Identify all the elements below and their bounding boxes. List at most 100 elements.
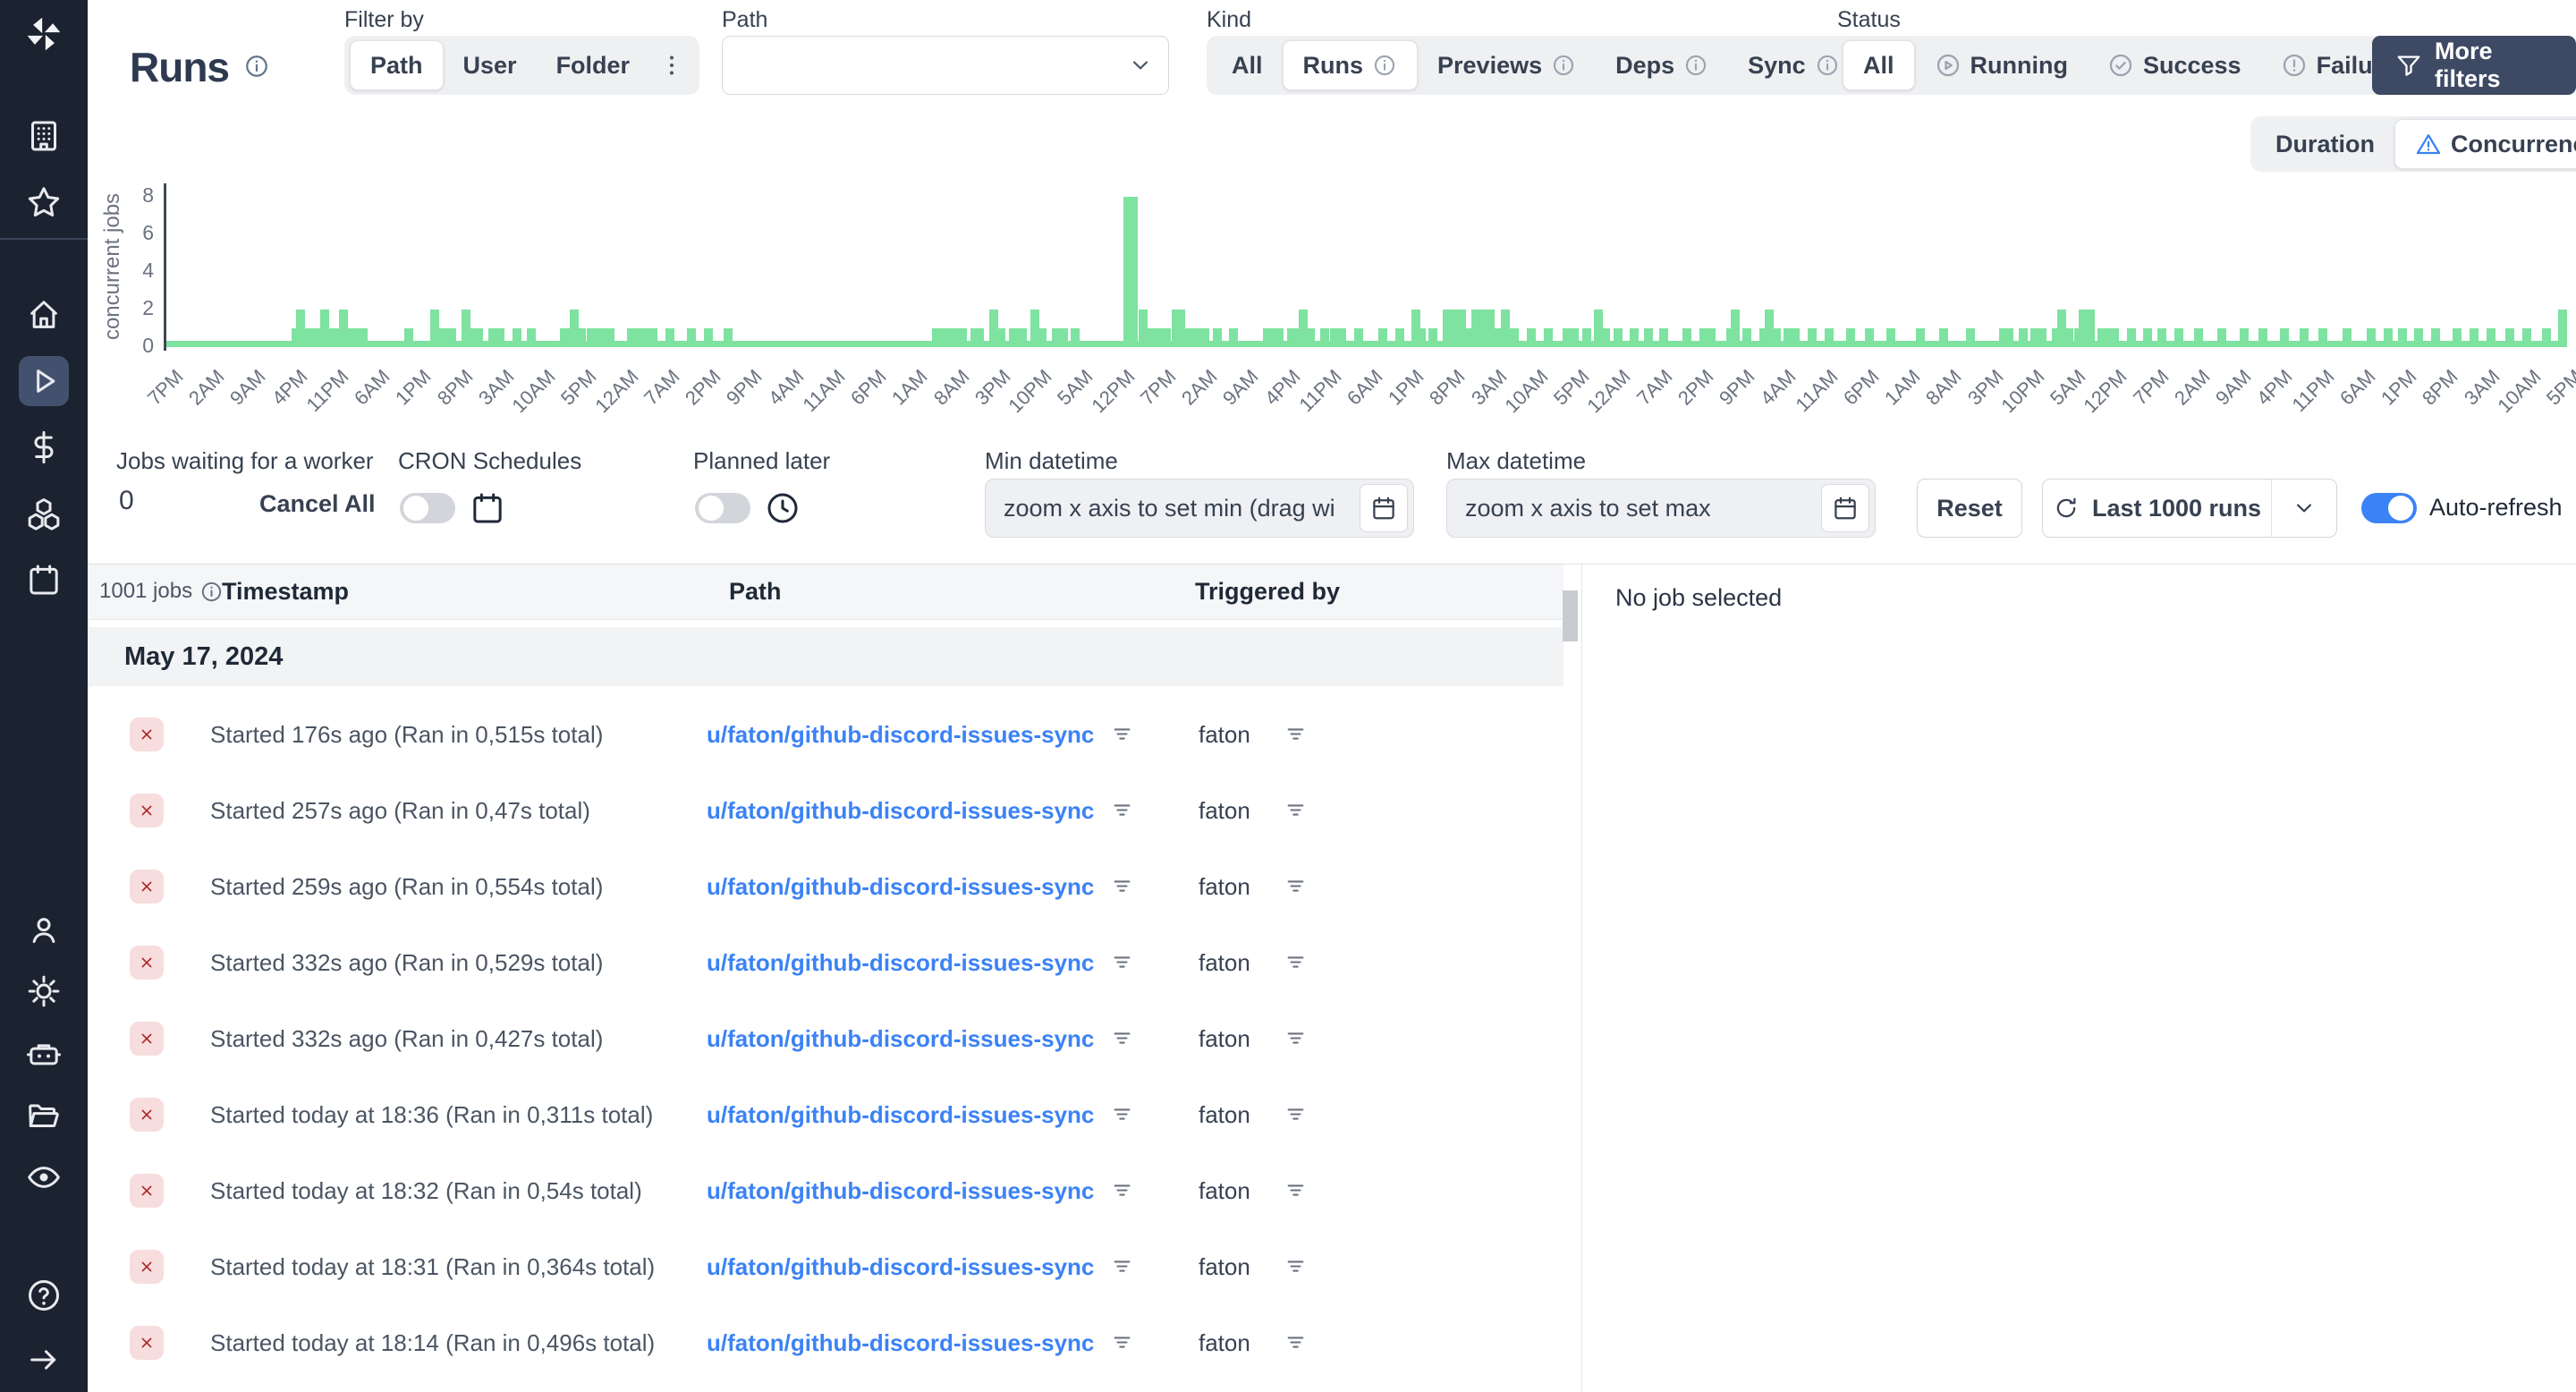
filter-by-user-icon[interactable] (1284, 1254, 1308, 1278)
robot-icon (26, 1036, 62, 1072)
sidebar-item-schedules[interactable] (19, 555, 69, 605)
view-toggle-option-duration[interactable]: Duration (2256, 120, 2394, 168)
column-header-path[interactable]: Path (729, 578, 782, 605)
info-icon[interactable] (1683, 53, 1708, 78)
filter-by-path-icon[interactable] (1110, 1254, 1134, 1278)
filter-by-path-icon[interactable] (1110, 722, 1134, 746)
run-path-link[interactable]: u/faton/github-discord-issues-sync (707, 797, 1095, 824)
cancel-all-button[interactable]: Cancel All (259, 490, 376, 517)
column-header-triggered-by[interactable]: Triggered by (1195, 578, 1341, 605)
filter-by-path-icon[interactable] (1110, 1178, 1134, 1202)
filter-by-option-user[interactable]: User (444, 41, 537, 89)
filter-by-path-icon[interactable] (1110, 950, 1134, 974)
chart-bar (1275, 328, 1284, 347)
chart-plot-area[interactable] (166, 186, 2568, 347)
filter-by-path-icon[interactable] (1110, 1330, 1134, 1354)
runs-count-select-main[interactable]: Last 1000 runs (2043, 480, 2271, 537)
windmill-logo-icon[interactable] (0, 14, 88, 54)
filter-by-user-icon[interactable] (1284, 950, 1308, 974)
filter-by-more-options-button[interactable] (649, 41, 694, 89)
info-icon[interactable] (1815, 53, 1840, 78)
run-path-link[interactable]: u/faton/github-discord-issues-sync (707, 873, 1095, 900)
sidebar-item-users[interactable] (19, 905, 69, 955)
planned-later-toggle[interactable] (695, 493, 750, 523)
kind-option-previews[interactable]: Previews (1418, 41, 1596, 89)
sidebar-item-workspace[interactable] (19, 111, 69, 161)
status-option-success[interactable]: Success (2088, 41, 2261, 89)
run-row[interactable]: Started 259s ago (Ran in 0,554s total) u… (88, 850, 1563, 926)
run-path-link[interactable]: u/faton/github-discord-issues-sync (707, 1329, 1095, 1356)
sidebar-item-workers[interactable] (19, 1029, 69, 1079)
chart-bar (2078, 310, 2088, 347)
kind-option-sync[interactable]: Sync (1728, 41, 1860, 89)
kind-option-runs[interactable]: Runs (1282, 40, 1419, 90)
sidebar-item-help[interactable] (19, 1270, 69, 1320)
runs-count-select: Last 1000 runs (2042, 479, 2337, 538)
run-row[interactable]: Started 257s ago (Ran in 0,47s total) u/… (88, 774, 1563, 850)
column-header-timestamp[interactable]: Timestamp (222, 578, 350, 605)
filter-by-option-folder[interactable]: Folder (537, 41, 650, 89)
max-datetime-input[interactable] (1463, 493, 1821, 523)
chart-bar (1845, 328, 1855, 347)
run-row[interactable]: Started today at 18:14 (Ran in 0,496s to… (88, 1306, 1563, 1382)
run-path-link[interactable]: u/faton/github-discord-issues-sync (707, 1101, 1095, 1128)
run-row[interactable]: Started today at 18:36 (Ran in 0,311s to… (88, 1078, 1563, 1154)
jobs-count-info-icon[interactable] (199, 580, 224, 604)
sidebar-item-audit-logs[interactable] (19, 1152, 69, 1202)
sidebar-item-folders[interactable] (19, 1090, 69, 1140)
runs-count-select-arrow[interactable] (2271, 480, 2336, 537)
filter-by-user-icon[interactable] (1284, 1026, 1308, 1050)
sidebar-item-favorites[interactable] (19, 177, 69, 227)
filter-by-path-icon[interactable] (1110, 1026, 1134, 1050)
run-path-link[interactable]: u/faton/github-discord-issues-sync (707, 1253, 1095, 1280)
filter-by-path-icon[interactable] (1110, 874, 1134, 898)
max-datetime-calendar-button[interactable] (1821, 484, 1869, 532)
chart-zero-baseline (166, 341, 2565, 347)
sidebar-item-resources[interactable] (19, 488, 69, 539)
run-path-link[interactable]: u/faton/github-discord-issues-sync (707, 1177, 1095, 1204)
run-triggered-by: faton (1199, 1253, 1250, 1280)
min-datetime-input[interactable] (1002, 493, 1360, 523)
min-datetime-calendar-button[interactable] (1360, 484, 1408, 532)
filter-by-user-icon[interactable] (1284, 798, 1308, 822)
filter-by-user-icon[interactable] (1284, 1330, 1308, 1354)
run-row[interactable]: Started today at 18:32 (Ran in 0,54s tot… (88, 1154, 1563, 1230)
sidebar-item-variables[interactable] (19, 422, 69, 472)
filter-by-option-path[interactable]: Path (350, 40, 444, 90)
sidebar-item-expand[interactable] (19, 1335, 69, 1385)
chart-bar (1865, 328, 1875, 347)
cron-schedules-toggle[interactable] (400, 493, 455, 523)
filter-by-user-icon[interactable] (1284, 1102, 1308, 1126)
run-row[interactable]: Started 332s ago (Ran in 0,529s total) u… (88, 926, 1563, 1002)
view-toggle-option-concurrency[interactable]: Concurrency (2394, 119, 2576, 169)
info-icon[interactable] (1372, 53, 1397, 78)
reset-button[interactable]: Reset (1917, 479, 2022, 538)
kind-option-deps[interactable]: Deps (1596, 41, 1728, 89)
home-icon (26, 297, 62, 333)
filter-by-user-icon[interactable] (1284, 1178, 1308, 1202)
more-filters-button[interactable]: More filters (2372, 36, 2576, 95)
run-path-link[interactable]: u/faton/github-discord-issues-sync (707, 949, 1095, 976)
kind-option-all[interactable]: All (1212, 41, 1283, 89)
filter-by-path-icon[interactable] (1110, 798, 1134, 822)
status-option-running[interactable]: Running (1915, 41, 2088, 89)
filter-by-user-icon[interactable] (1284, 722, 1308, 746)
table-scrollbar-thumb[interactable] (1563, 590, 1578, 641)
sidebar-item-home[interactable] (19, 290, 69, 340)
status-option-all[interactable]: All (1843, 40, 1915, 90)
filter-by-user-icon[interactable] (1284, 874, 1308, 898)
filter-by-path-icon[interactable] (1110, 1102, 1134, 1126)
run-path-link[interactable]: u/faton/github-discord-issues-sync (707, 1025, 1095, 1052)
auto-refresh-toggle[interactable] (2361, 493, 2417, 523)
runs-info-icon[interactable] (243, 53, 272, 81)
sidebar-item-settings[interactable] (19, 966, 69, 1016)
info-icon[interactable] (1551, 53, 1576, 78)
chart-bar (2126, 328, 2136, 347)
sidebar-item-runs[interactable] (19, 356, 69, 406)
run-path-link[interactable]: u/faton/github-discord-issues-sync (707, 721, 1095, 748)
chart-bar (1411, 310, 1421, 347)
path-select[interactable] (722, 36, 1169, 95)
run-row[interactable]: Started 332s ago (Ran in 0,427s total) u… (88, 1002, 1563, 1078)
run-row[interactable]: Started 176s ago (Ran in 0,515s total) u… (88, 698, 1563, 774)
run-row[interactable]: Started today at 18:31 (Ran in 0,364s to… (88, 1230, 1563, 1306)
